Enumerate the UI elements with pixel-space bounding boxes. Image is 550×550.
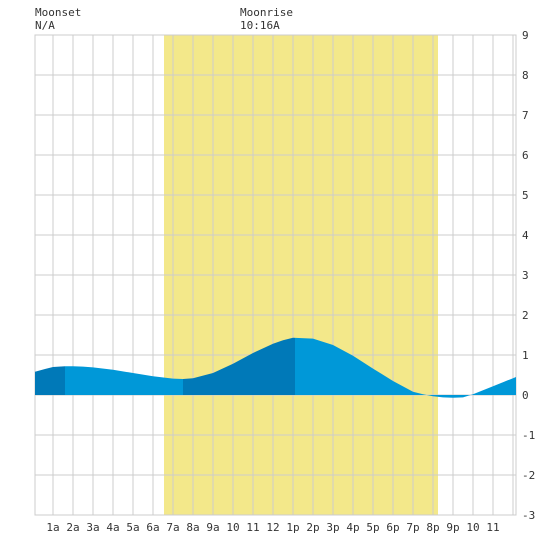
y-tick-label: 9 (522, 29, 529, 42)
x-tick-label: 6a (146, 521, 159, 534)
x-tick-label: 9a (206, 521, 219, 534)
y-tick-label: 8 (522, 69, 529, 82)
moonset-time: N/A (35, 19, 55, 32)
y-axis: -3 -2 -1 0 1 2 3 4 5 6 7 8 9 (522, 29, 535, 522)
grid (34, 34, 517, 516)
y-tick-label: 3 (522, 269, 529, 282)
x-tick-label: 11 (486, 521, 499, 534)
x-tick-label: 1p (286, 521, 299, 534)
moonset-label: Moonset (35, 6, 82, 19)
x-tick-label: 8p (426, 521, 439, 534)
y-tick-label: 7 (522, 109, 529, 122)
moonrise-time: 10:16A (240, 19, 280, 32)
x-tick-label: 3p (326, 521, 339, 534)
y-tick-label: 6 (522, 149, 529, 162)
x-tick-label: 2a (66, 521, 79, 534)
x-tick-label: 2p (306, 521, 319, 534)
x-tick-label: 4a (106, 521, 119, 534)
x-tick-label: 12 (266, 521, 279, 534)
x-tick-label: 1a (46, 521, 59, 534)
x-tick-label: 6p (386, 521, 399, 534)
x-tick-label: 8a (186, 521, 199, 534)
x-tick-label: 7p (406, 521, 419, 534)
x-axis: 1a 2a 3a 4a 5a 6a 7a 8a 9a 10 11 12 1p 2p 3p 4p 5p 6p 7p 8p… (46, 521, 499, 534)
y-tick-label: 4 (522, 229, 529, 242)
x-tick-label: 7a (166, 521, 179, 534)
y-tick-label: 1 (522, 349, 529, 362)
x-tick-label: 11 (246, 521, 259, 534)
x-tick-label: 5p (366, 521, 379, 534)
y-tick-label: -1 (522, 429, 535, 442)
x-tick-label: 3a (86, 521, 99, 534)
x-tick-label: 4p (346, 521, 359, 534)
y-tick-label: 0 (522, 389, 529, 402)
x-tick-label: 10 (226, 521, 239, 534)
x-tick-label: 10 (466, 521, 479, 534)
y-tick-label: -2 (522, 469, 535, 482)
moonrise-label: Moonrise (240, 6, 293, 19)
x-tick-label: 5a (126, 521, 139, 534)
y-tick-label: 2 (522, 309, 529, 322)
x-tick-label: 9p (446, 521, 459, 534)
y-tick-label: 5 (522, 189, 529, 202)
plot-border (34, 34, 517, 516)
y-tick-label: -3 (522, 509, 535, 522)
